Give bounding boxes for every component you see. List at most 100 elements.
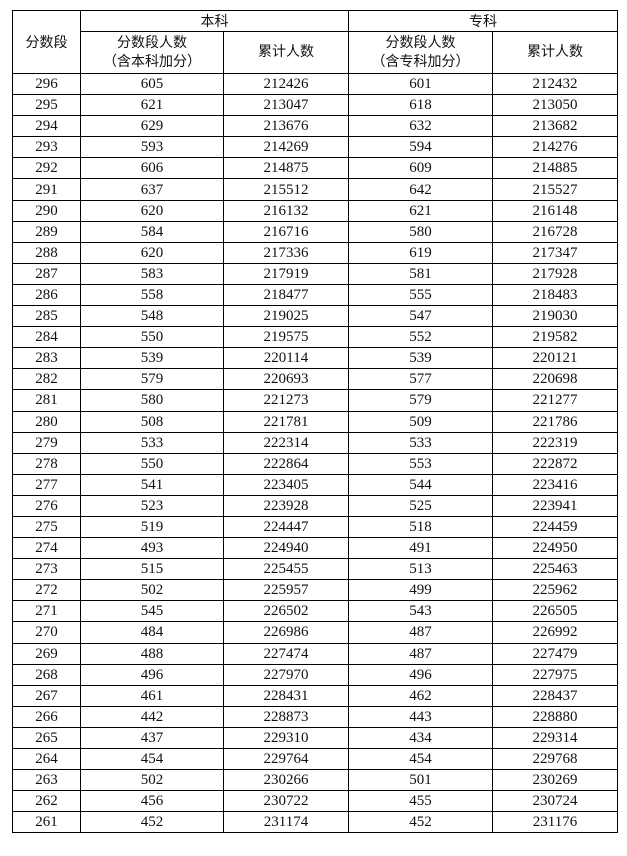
cell-score: 263	[12, 769, 81, 792]
table-row: 281 580 221273 579 221277	[12, 389, 618, 412]
table-row: 261 452 231174 452 231176	[12, 811, 618, 834]
cell-benke-count: 484	[80, 621, 224, 644]
cell-zhuanke-cumulative: 221786	[492, 410, 618, 433]
cell-benke-count: 637	[80, 178, 224, 201]
cell-score: 294	[12, 115, 81, 138]
table-row: 275 519 224447 518 224459	[12, 515, 618, 539]
cell-zhuanke-cumulative: 213682	[492, 115, 618, 138]
cell-benke-cumulative: 216716	[223, 220, 349, 243]
cell-zhuanke-count: 577	[348, 368, 493, 391]
cell-zhuanke-count: 499	[348, 579, 493, 602]
table-row: 291 637 215512 642 215527	[12, 178, 618, 201]
table-row: 270 484 226986 487 226992	[12, 621, 618, 644]
cell-score: 277	[12, 473, 81, 496]
cell-zhuanke-count: 491	[348, 537, 493, 560]
header-zhuanke: 专科	[348, 10, 618, 32]
cell-score: 281	[12, 389, 81, 412]
table-row: 272 502 225957 499 225962	[12, 579, 618, 602]
cell-zhuanke-count: 452	[348, 811, 493, 834]
cell-zhuanke-cumulative: 213050	[492, 94, 618, 117]
cell-benke-cumulative: 220693	[223, 368, 349, 391]
table-row: 286 558 218477 555 218483	[12, 283, 618, 307]
cell-zhuanke-count: 619	[348, 241, 493, 264]
score-distribution-table: 分数段 本科 专科 分数段人数 （含本科加分） 累计人数 分数段人数 （含专科加分）…	[12, 10, 618, 834]
cell-benke-cumulative: 214269	[223, 136, 349, 159]
cell-score: 292	[12, 157, 81, 180]
cell-zhuanke-cumulative: 222872	[492, 452, 618, 475]
cell-zhuanke-cumulative: 226992	[492, 621, 618, 644]
table-row: 277 541 223405 544 223416	[12, 473, 618, 496]
cell-benke-count: 621	[80, 94, 224, 117]
cell-score: 268	[12, 663, 81, 686]
cell-benke-count: 584	[80, 220, 224, 243]
cell-zhuanke-cumulative: 219030	[492, 305, 618, 328]
cell-benke-count: 620	[80, 199, 224, 222]
cell-score: 262	[12, 790, 81, 813]
cell-benke-cumulative: 225957	[223, 579, 349, 602]
cell-zhuanke-count: 455	[348, 790, 493, 813]
header-benke-count: 分数段人数 （含本科加分）	[80, 31, 224, 74]
table-row: 285 548 219025 547 219030	[12, 305, 618, 328]
cell-zhuanke-cumulative: 221277	[492, 389, 618, 412]
cell-zhuanke-cumulative: 231176	[492, 811, 618, 834]
cell-score: 267	[12, 684, 81, 707]
table-row: 280 508 221781 509 221786	[12, 410, 618, 433]
cell-benke-count: 548	[80, 305, 224, 328]
cell-zhuanke-cumulative: 217347	[492, 241, 618, 264]
cell-benke-cumulative: 221781	[223, 410, 349, 433]
cell-score: 272	[12, 579, 81, 602]
cell-zhuanke-cumulative: 230724	[492, 790, 618, 813]
cell-zhuanke-count: 601	[348, 72, 493, 96]
cell-benke-cumulative: 231174	[223, 811, 349, 834]
cell-benke-cumulative: 219575	[223, 326, 349, 349]
header-zhuanke-count-line2: （含专科加分）	[371, 53, 470, 70]
cell-benke-cumulative: 227474	[223, 642, 349, 665]
cell-zhuanke-cumulative: 214885	[492, 157, 618, 180]
cell-zhuanke-cumulative: 212432	[492, 72, 618, 96]
header-zhuanke-count-line1: 分数段人数	[385, 34, 456, 51]
cell-benke-cumulative: 219025	[223, 305, 349, 328]
header-score-band: 分数段	[12, 10, 81, 74]
cell-benke-cumulative: 215512	[223, 178, 349, 201]
cell-benke-cumulative: 228873	[223, 705, 349, 728]
cell-zhuanke-cumulative: 227479	[492, 642, 618, 665]
table-row: 274 493 224940 491 224950	[12, 537, 618, 560]
cell-benke-count: 541	[80, 473, 224, 496]
cell-benke-count: 502	[80, 769, 224, 792]
cell-score: 261	[12, 811, 81, 834]
table-row: 289 584 216716 580 216728	[12, 220, 618, 243]
cell-benke-count: 558	[80, 283, 224, 307]
cell-zhuanke-cumulative: 224950	[492, 537, 618, 560]
cell-benke-count: 496	[80, 663, 224, 686]
cell-benke-count: 593	[80, 136, 224, 159]
cell-score: 269	[12, 642, 81, 665]
table-row: 265 437 229310 434 229314	[12, 726, 618, 750]
cell-score: 270	[12, 621, 81, 644]
cell-zhuanke-cumulative: 214276	[492, 136, 618, 159]
cell-zhuanke-count: 518	[348, 515, 493, 539]
cell-score: 296	[12, 72, 81, 96]
cell-zhuanke-count: 434	[348, 726, 493, 750]
cell-zhuanke-cumulative: 230269	[492, 769, 618, 792]
cell-benke-count: 456	[80, 790, 224, 813]
table-row: 294 629 213676 632 213682	[12, 115, 618, 138]
cell-score: 291	[12, 178, 81, 201]
cell-benke-cumulative: 217919	[223, 262, 349, 285]
table-row: 269 488 227474 487 227479	[12, 642, 618, 665]
cell-benke-cumulative: 218477	[223, 283, 349, 307]
cell-zhuanke-count: 487	[348, 621, 493, 644]
cell-zhuanke-cumulative: 224459	[492, 515, 618, 539]
cell-zhuanke-cumulative: 225962	[492, 579, 618, 602]
cell-benke-cumulative: 213047	[223, 94, 349, 117]
cell-zhuanke-count: 487	[348, 642, 493, 665]
cell-benke-count: 452	[80, 811, 224, 834]
cell-benke-count: 620	[80, 241, 224, 264]
cell-benke-count: 437	[80, 726, 224, 750]
cell-zhuanke-cumulative: 215527	[492, 178, 618, 201]
cell-score: 295	[12, 94, 81, 117]
cell-benke-count: 605	[80, 72, 224, 96]
cell-zhuanke-count: 454	[348, 747, 493, 771]
cell-score: 274	[12, 537, 81, 560]
cell-benke-cumulative: 212426	[223, 72, 349, 96]
cell-zhuanke-cumulative: 219582	[492, 326, 618, 349]
